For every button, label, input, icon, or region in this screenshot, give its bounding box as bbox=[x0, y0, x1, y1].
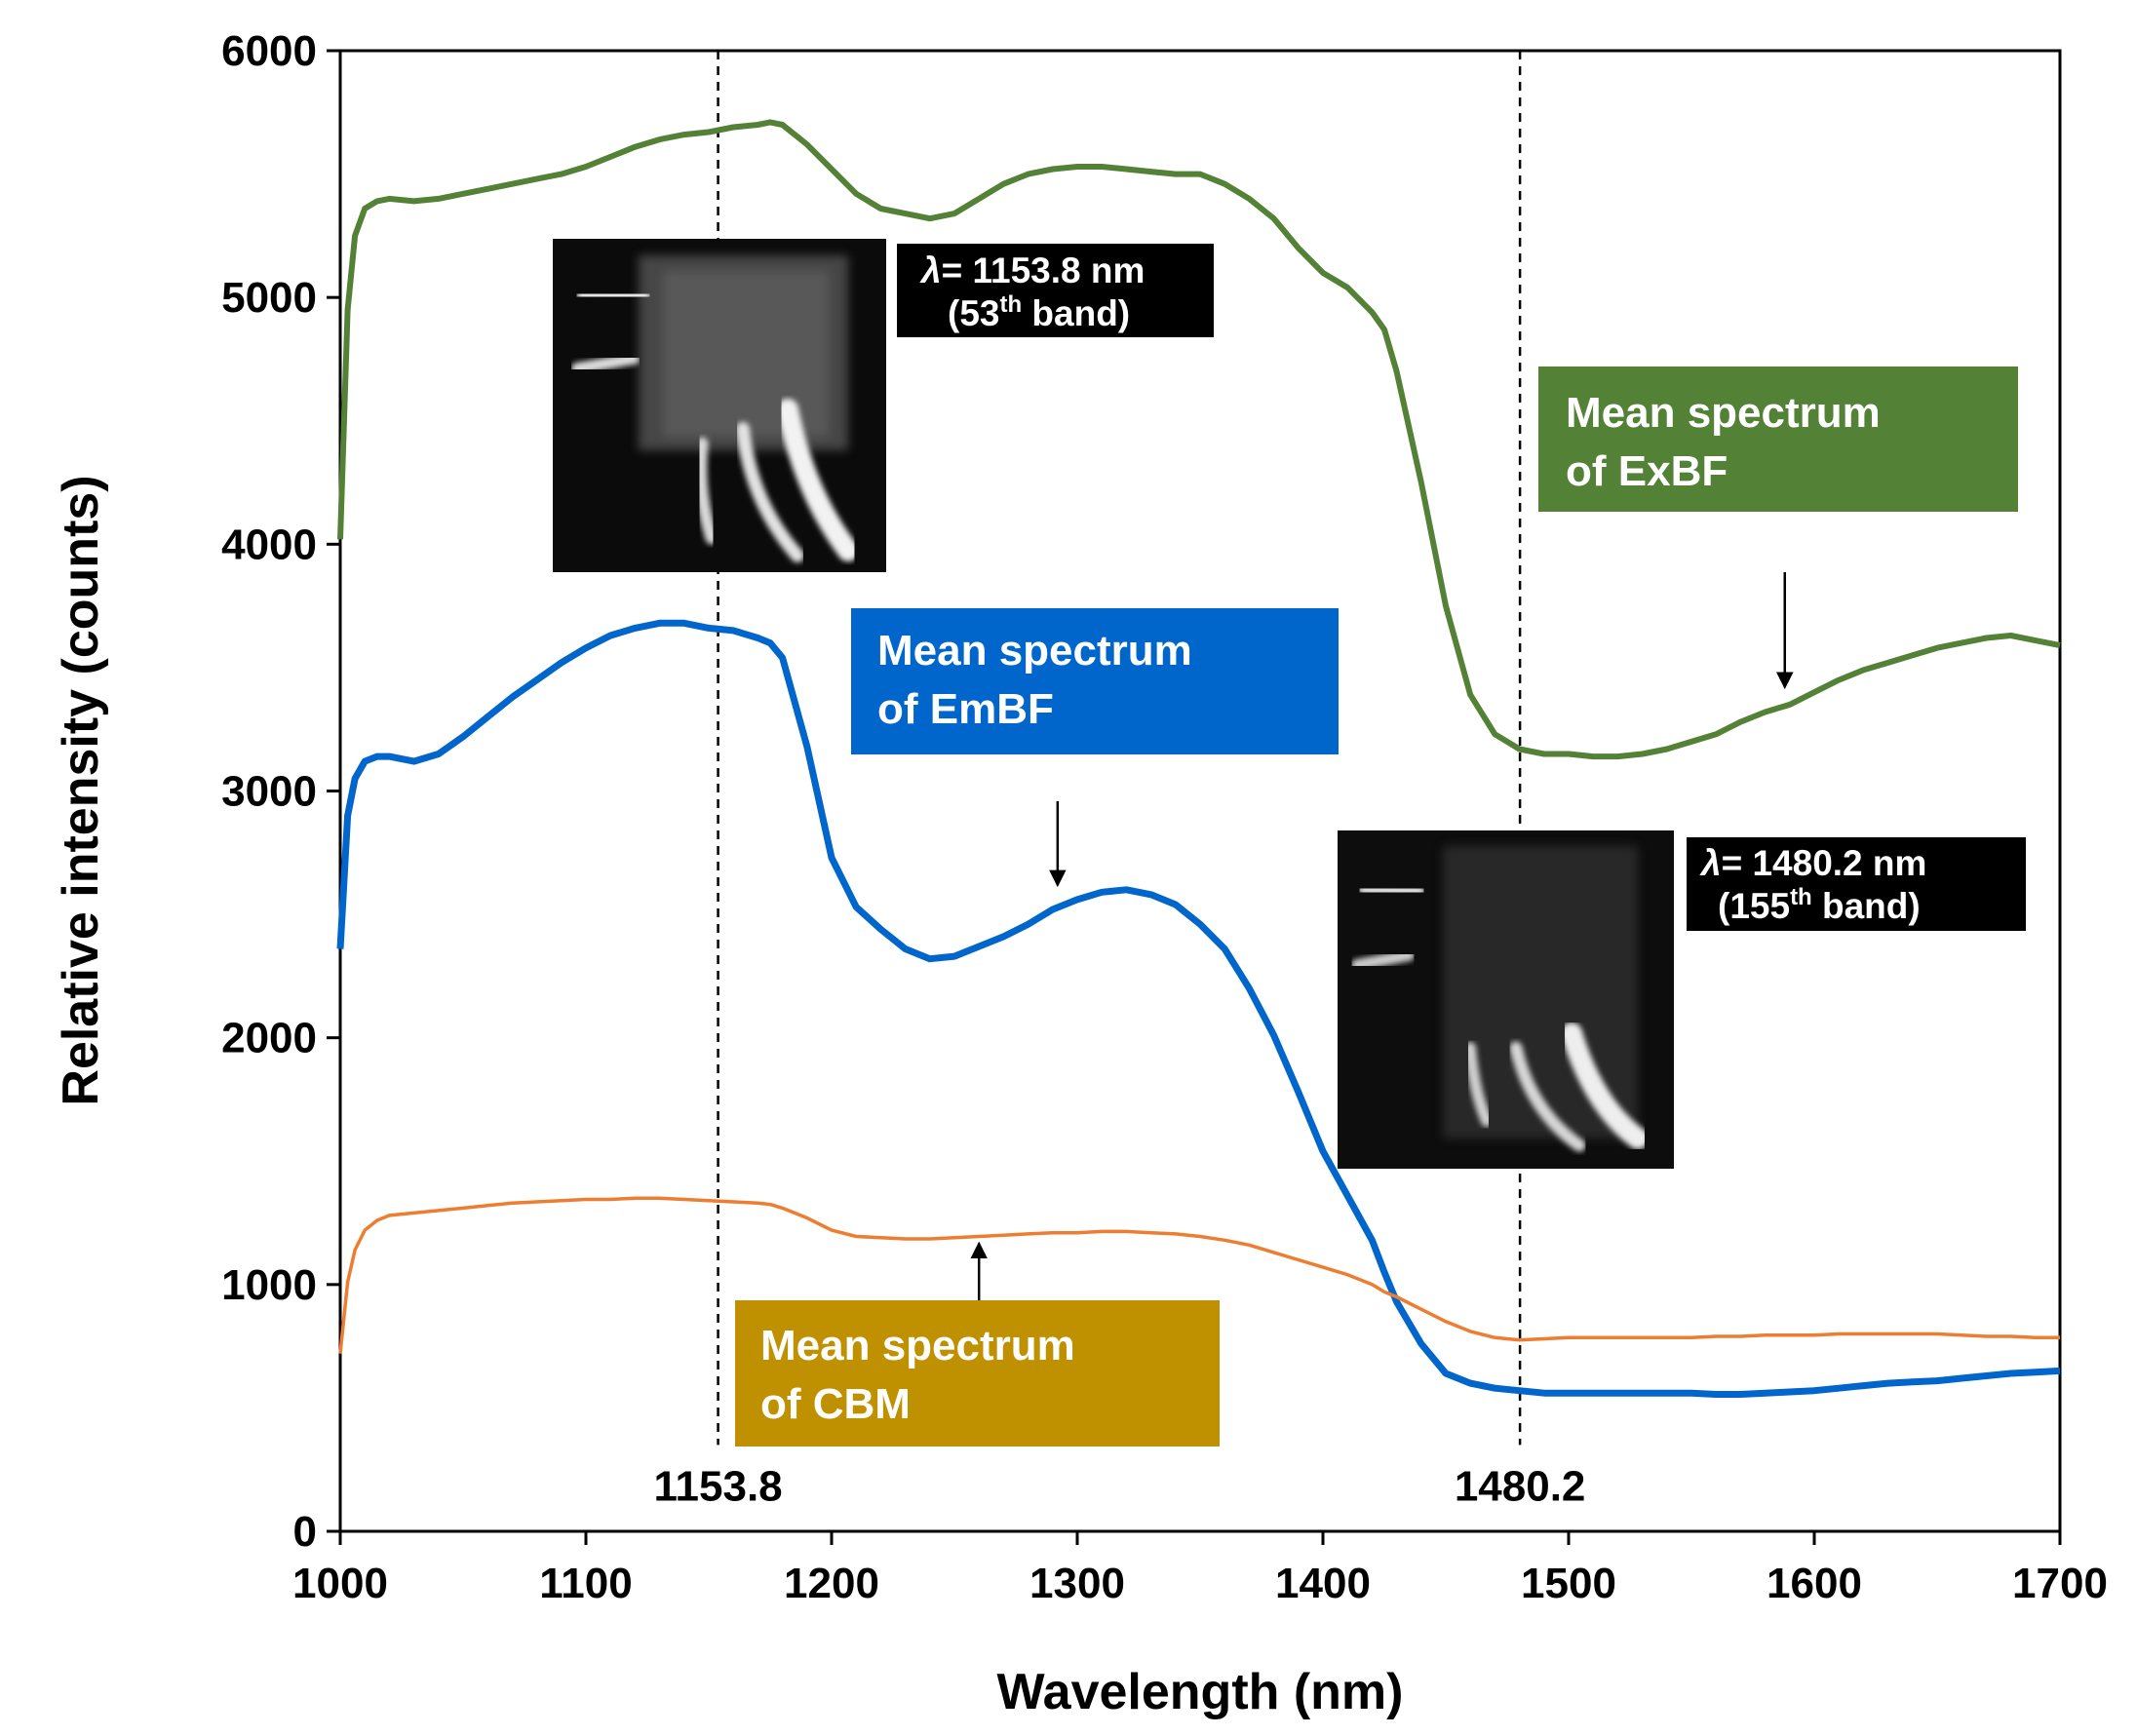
svg-text:Mean spectrum: Mean spectrum bbox=[1566, 389, 1881, 437]
x-tick-label: 1100 bbox=[539, 1560, 632, 1607]
vline-label-1: 1153.8 bbox=[653, 1462, 782, 1510]
svg-text:(155th band): (155th band) bbox=[1718, 884, 1921, 926]
callout-exbf: Mean spectrum of ExBF bbox=[1538, 366, 2018, 512]
x-tick-label: 1400 bbox=[1275, 1560, 1371, 1607]
svg-text:of ExBF: of ExBF bbox=[1566, 447, 1728, 495]
vline-label-2: 1480.2 bbox=[1455, 1462, 1586, 1510]
band-label-1153: λ= 1153.8 nm (53th band) bbox=[897, 244, 1214, 337]
y-tick-label: 3000 bbox=[221, 768, 317, 816]
x-tick-label: 1200 bbox=[784, 1560, 879, 1607]
y-tick-label: 0 bbox=[293, 1508, 317, 1556]
band-image-1153 bbox=[553, 239, 886, 572]
band-label-1480: λ= 1480.2 nm (155th band) bbox=[1687, 837, 2026, 931]
svg-text:of CBM: of CBM bbox=[760, 1380, 911, 1428]
series-line-exbf bbox=[337, 119, 2061, 760]
x-tick-label: 1600 bbox=[1767, 1560, 1862, 1607]
y-tick-label: 1000 bbox=[221, 1261, 317, 1309]
y-tick-label: 5000 bbox=[221, 274, 317, 322]
x-tick-label: 1300 bbox=[1029, 1560, 1125, 1607]
svg-text:λ= 1480.2 nm: λ= 1480.2 nm bbox=[1699, 843, 1926, 883]
y-tick-label: 2000 bbox=[221, 1015, 317, 1062]
band-image-1480 bbox=[1338, 830, 1674, 1169]
x-axis-title: Wavelength (nm) bbox=[997, 1664, 1404, 1720]
x-tick-label: 1000 bbox=[292, 1560, 388, 1607]
series-line-cbm bbox=[338, 1196, 2060, 1354]
callout-embf: Mean spectrum of EmBF bbox=[851, 608, 1339, 754]
svg-text:λ= 1153.8 nm: λ= 1153.8 nm bbox=[919, 251, 1145, 290]
series-line-embf bbox=[336, 619, 2061, 1398]
svg-text:Mean spectrum: Mean spectrum bbox=[760, 1322, 1075, 1370]
y-axis-title: Relative intensity (counts) bbox=[53, 475, 109, 1105]
svg-text:(53th band): (53th band) bbox=[948, 291, 1130, 333]
x-tick-label: 1700 bbox=[2012, 1560, 2108, 1607]
y-tick-label: 4000 bbox=[221, 521, 317, 568]
svg-text:Mean spectrum: Mean spectrum bbox=[877, 627, 1192, 675]
svg-text:of EmBF: of EmBF bbox=[877, 685, 1054, 733]
x-tick-label: 1500 bbox=[1521, 1560, 1616, 1607]
y-tick-label: 6000 bbox=[221, 27, 317, 75]
callout-cbm: Mean spectrum of CBM bbox=[735, 1300, 1220, 1447]
